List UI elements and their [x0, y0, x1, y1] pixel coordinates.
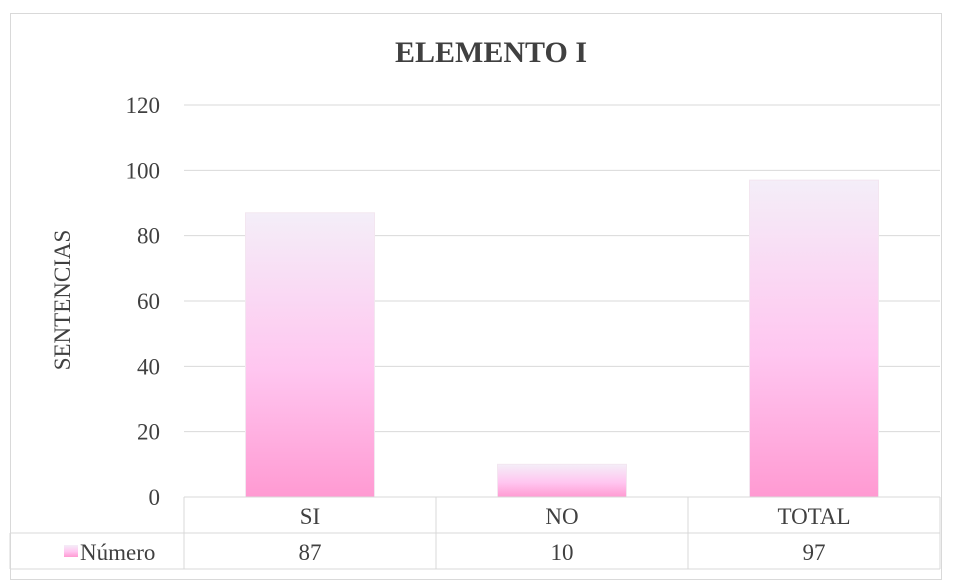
x-tick-label: NO [545, 504, 578, 529]
y-tick-label: 0 [149, 485, 161, 510]
bar-si [245, 212, 375, 498]
data-table: SI NO TOTAL Número 87 10 97 [9, 496, 941, 570]
data-table-value: 10 [551, 540, 574, 565]
x-tick-label: SI [300, 504, 320, 529]
y-tick-label: 120 [126, 93, 161, 118]
bar-total [749, 179, 879, 498]
y-tick-label: 80 [137, 224, 160, 249]
y-tick-label: 60 [137, 289, 160, 314]
data-table-value: 87 [299, 540, 322, 565]
bar-no [497, 463, 627, 498]
legend-swatch [64, 545, 78, 557]
chart-title: ELEMENTO I [395, 36, 587, 69]
y-tick-label: 20 [137, 420, 160, 445]
x-tick-label: TOTAL [777, 504, 850, 529]
y-axis-label: SENTENCIAS [50, 230, 75, 371]
data-table-value: 97 [803, 540, 826, 565]
y-tick-label: 100 [126, 158, 161, 183]
y-tick-label: 40 [137, 354, 160, 379]
y-tick-labels: 0 20 40 60 80 100 120 [126, 93, 161, 510]
bars [245, 179, 879, 498]
legend-series-name: Número [80, 540, 155, 565]
